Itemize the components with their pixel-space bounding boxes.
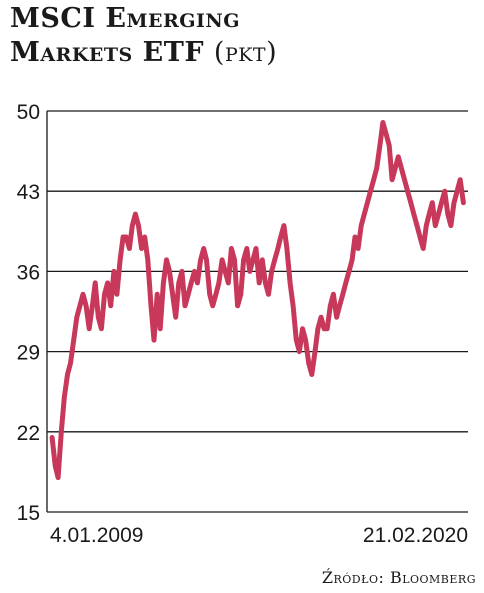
source-note: Źródło: Bloomberg (321, 568, 476, 587)
series-line (49, 120, 466, 481)
y-tick-label: 15 (17, 502, 40, 525)
title-unit: (pkt) (213, 37, 278, 68)
y-tick-label: 22 (17, 422, 40, 445)
x-tick-label: 21.02.2020 (363, 524, 468, 547)
title-line-1: MSCI Emerging (10, 3, 240, 34)
x-tick-label: 4.01.2009 (50, 524, 143, 547)
y-tick-label: 43 (17, 181, 40, 204)
y-tick-label: 50 (17, 101, 40, 124)
y-tick-label: 29 (17, 342, 40, 365)
y-tick-label: 36 (17, 261, 40, 284)
title-line-2: Markets ETF (10, 37, 205, 68)
chart-title: MSCI Emerging Markets ETF (pkt) (10, 2, 277, 70)
